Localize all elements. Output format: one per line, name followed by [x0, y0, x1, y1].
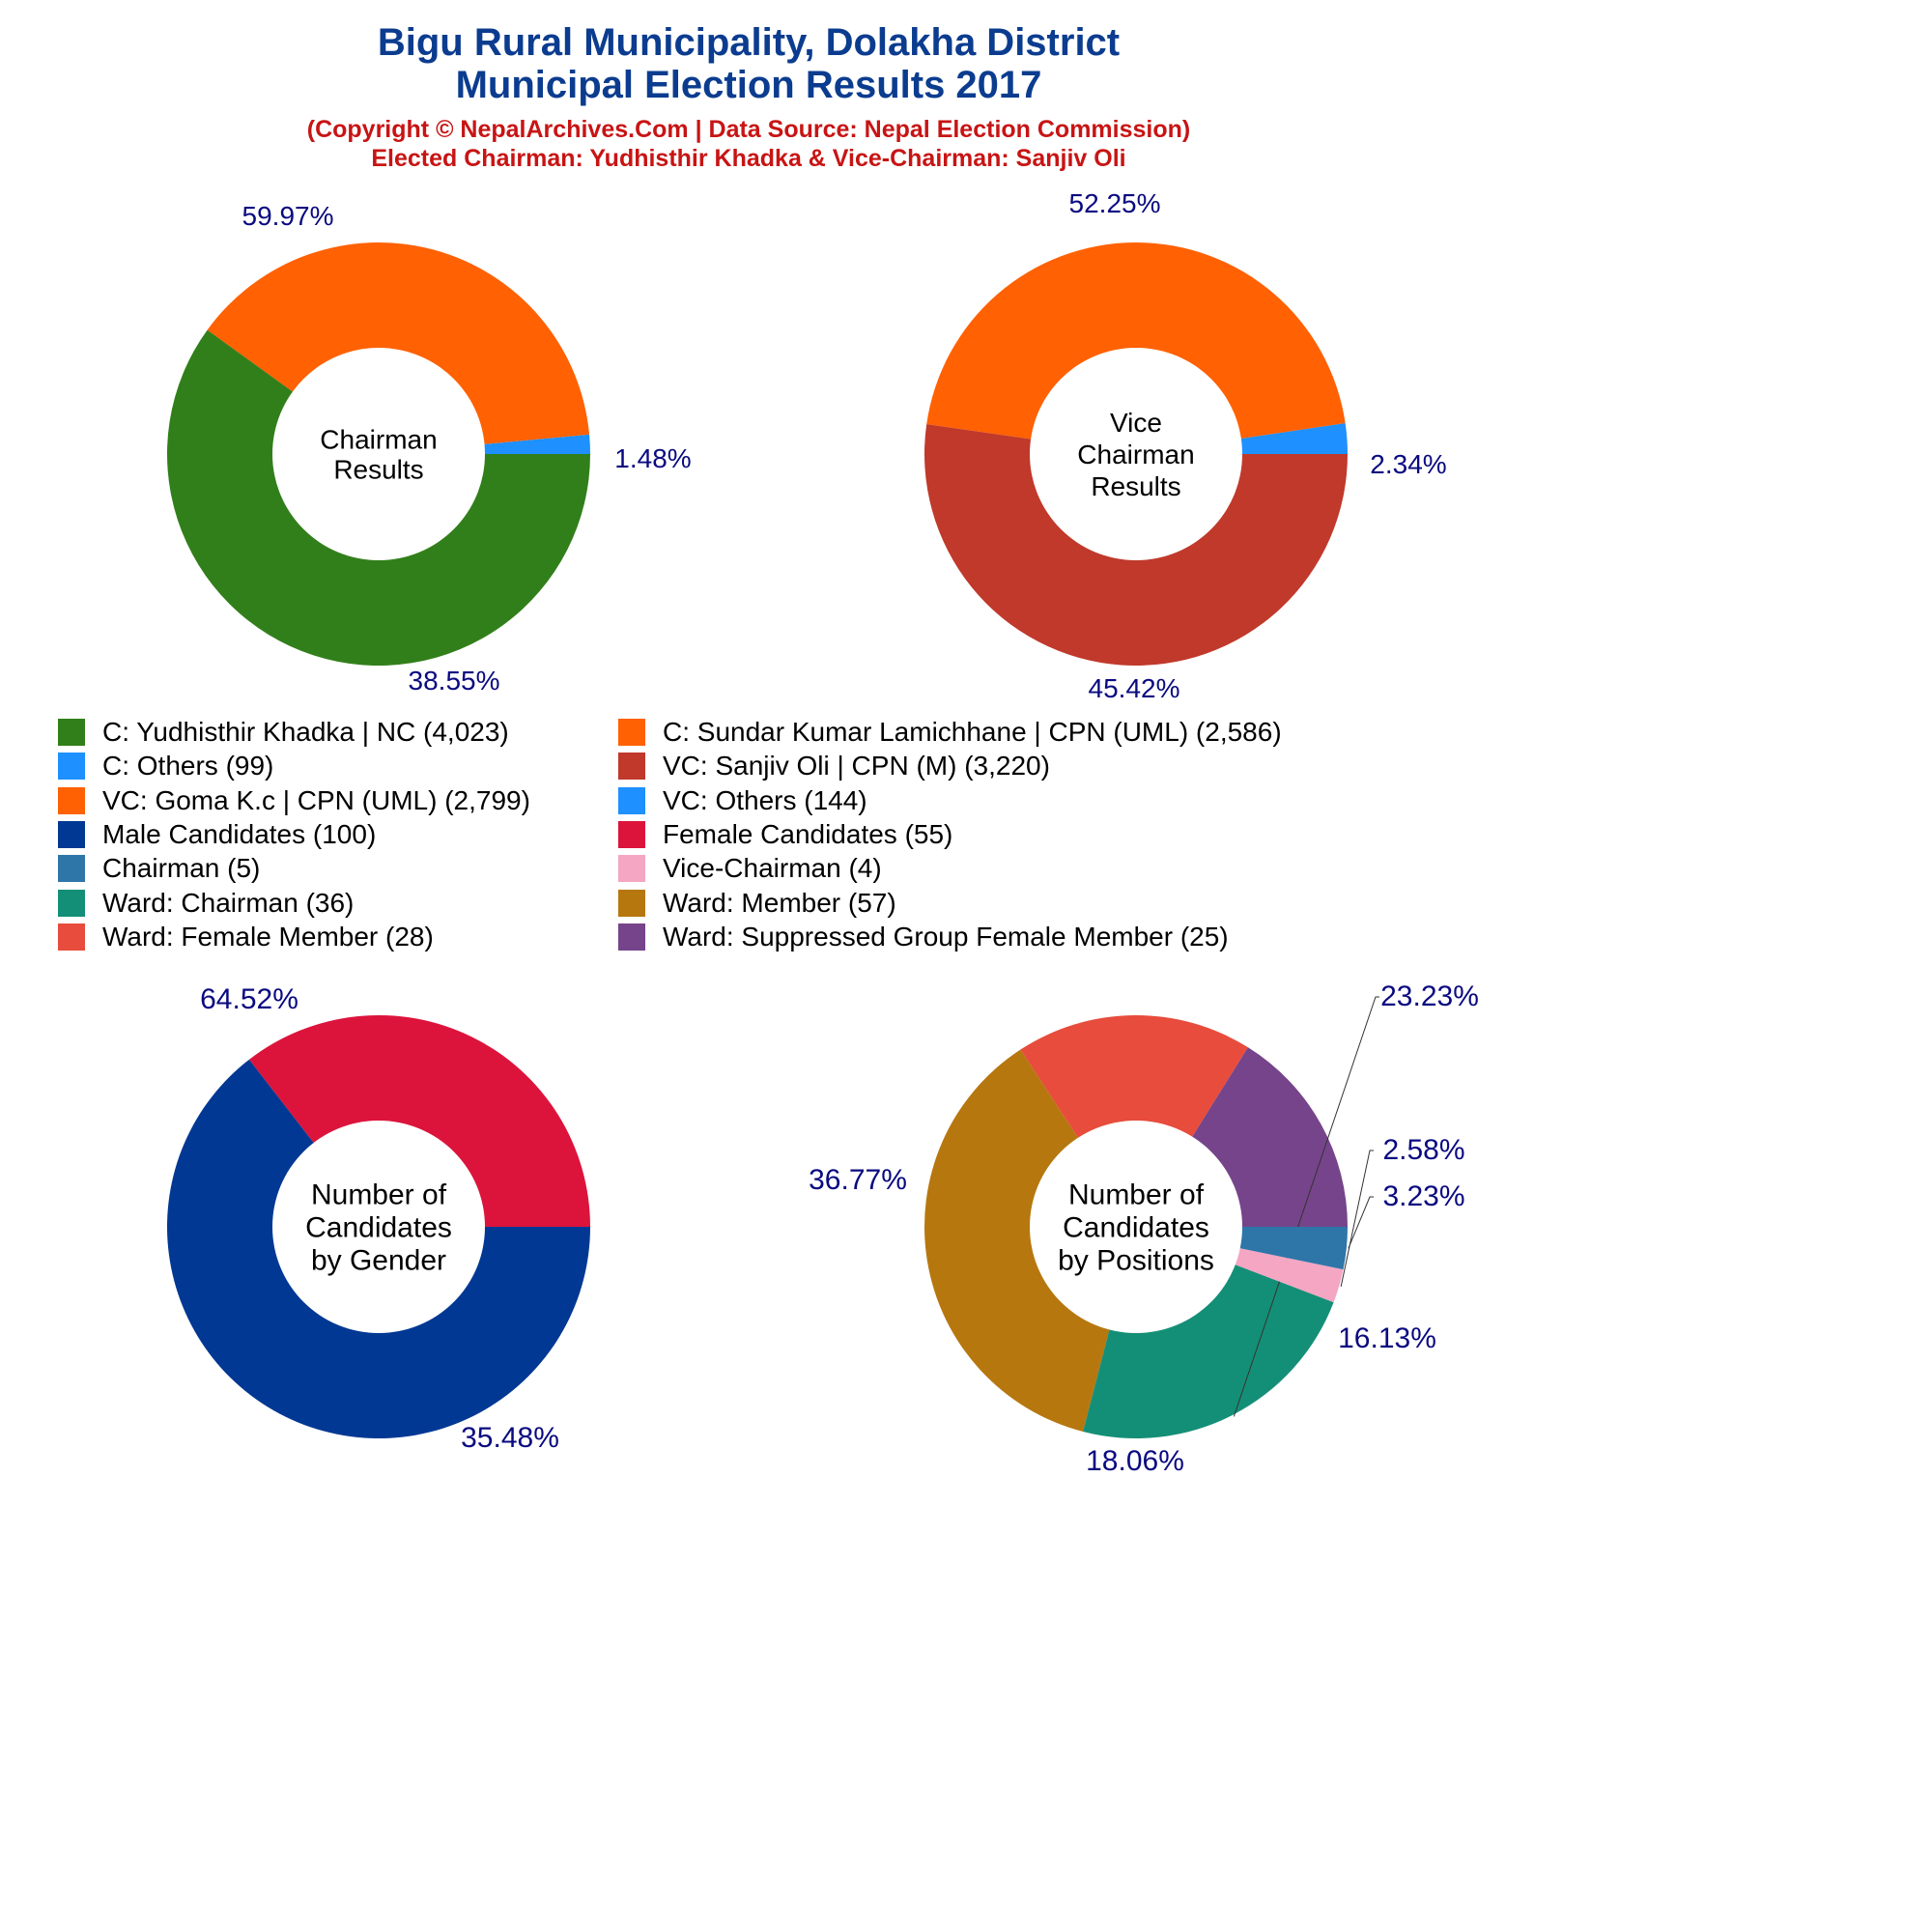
donut-hole	[272, 1121, 485, 1333]
percent-label: 38.55%	[409, 666, 500, 696]
percent-label: 1.48%	[614, 443, 691, 473]
legend-swatch	[618, 855, 645, 883]
donut-chart-4: 16.13% 18.06% 36.77% 23.23% 2.58% 3.23% Number…	[809, 980, 1479, 1477]
legend-item: VC: Sanjiv Oli | CPN (M) (3,220)	[618, 751, 1050, 781]
legend-label: C: Yudhisthir Khadka | NC (4,023)	[102, 717, 509, 747]
legend-swatch	[618, 923, 645, 951]
percent-label: 2.58%	[1382, 1134, 1464, 1166]
center-label: Results	[1091, 471, 1180, 501]
legend-item: Male Candidates (100)	[58, 818, 377, 849]
legend-item: C: Others (99)	[58, 751, 274, 781]
legend-label: Ward: Female Member (28)	[102, 921, 434, 952]
legend-swatch	[58, 855, 85, 883]
leader-line	[1340, 1150, 1374, 1287]
percent-label: 2.34%	[1370, 449, 1446, 479]
legend-label: Chairman (5)	[102, 853, 261, 884]
legend-swatch	[58, 889, 85, 917]
legend-label: VC: Others (144)	[663, 784, 867, 815]
legend-swatch	[618, 820, 645, 848]
leader-line	[1348, 1196, 1374, 1249]
legend-item: Ward: Member (57)	[618, 887, 896, 918]
legend-swatch	[58, 820, 85, 848]
percent-label: 59.97%	[242, 201, 334, 231]
legend-label: Ward: Chairman (36)	[102, 887, 355, 918]
legend-label: C: Others (99)	[102, 751, 274, 781]
donut-slice	[248, 1015, 590, 1227]
center-label: Number of	[311, 1179, 447, 1211]
percent-label: 35.48%	[461, 1422, 559, 1454]
legend-label: Male Candidates (100)	[102, 818, 377, 849]
percent-label: 23.23%	[1380, 980, 1479, 1012]
legend-item: C: Yudhisthir Khadka | NC (4,023)	[58, 717, 509, 747]
center-label: by Positions	[1058, 1245, 1214, 1277]
percent-label: 45.42%	[1089, 673, 1180, 703]
center-label: Results	[333, 454, 423, 484]
legend-item: Ward: Female Member (28)	[58, 921, 434, 952]
legend-swatch	[58, 923, 85, 951]
center-label: Chairman	[1077, 440, 1194, 469]
donut-slice	[207, 242, 590, 454]
legend-label: Female Candidates (55)	[663, 818, 953, 849]
center-label: by Gender	[311, 1245, 446, 1277]
legend-swatch	[58, 719, 85, 746]
legend-label: Vice-Chairman (4)	[663, 853, 882, 884]
legend-swatch	[618, 786, 645, 814]
legend-swatch	[618, 719, 645, 746]
percent-label: 52.25%	[1069, 188, 1161, 218]
legend-item: VC: Others (144)	[618, 784, 867, 815]
chart-subtitle-copyright: (Copyright © NepalArchives.Com | Data So…	[306, 116, 1191, 143]
center-label: Number of	[1068, 1179, 1205, 1211]
legend-swatch	[618, 889, 645, 917]
legend-item: C: Sundar Kumar Lamichhane | CPN (UML) (…	[618, 717, 1282, 747]
chart-subtitle-elected: Elected Chairman: Yudhisthir Khadka & Vi…	[371, 145, 1126, 172]
donut-hole	[272, 348, 485, 560]
percent-label: 16.13%	[1338, 1322, 1436, 1354]
legend-item: Ward: Chairman (36)	[58, 887, 355, 918]
legend-swatch	[618, 753, 645, 781]
legend-item: Ward: Suppressed Group Female Member (25…	[618, 921, 1229, 952]
legend-label: Ward: Suppressed Group Female Member (25…	[663, 921, 1229, 952]
legend-swatch	[58, 786, 85, 814]
chart-title-line2: Municipal Election Results 2017	[455, 64, 1042, 106]
center-label: Candidates	[1063, 1212, 1209, 1244]
legend-item: VC: Goma K.c | CPN (UML) (2,799)	[58, 784, 530, 815]
chart-title-line1: Bigu Rural Municipality, Dolakha Distric…	[377, 21, 1121, 64]
donut-hole	[1030, 1121, 1242, 1333]
legend-item: Chairman (5)	[58, 853, 261, 884]
center-label: Chairman	[320, 424, 437, 454]
center-label: Vice	[1110, 408, 1162, 438]
legend-label: VC: Sanjiv Oli | CPN (M) (3,220)	[663, 751, 1050, 781]
legend-item: Vice-Chairman (4)	[618, 853, 882, 884]
center-label: Candidates	[305, 1212, 452, 1244]
percent-label: 64.52%	[200, 983, 298, 1015]
legend-label: C: Sundar Kumar Lamichhane | CPN (UML) (…	[663, 717, 1282, 747]
donut-slice	[923, 1049, 1136, 1433]
donut-hole	[1030, 348, 1242, 560]
legend-swatch	[58, 753, 85, 781]
legend-item: Female Candidates (55)	[618, 818, 953, 849]
legend-label: Ward: Member (57)	[663, 887, 896, 918]
percent-label: 18.06%	[1086, 1445, 1184, 1477]
legend-label: VC: Goma K.c | CPN (UML) (2,799)	[102, 784, 530, 815]
percent-label: 36.77%	[809, 1164, 907, 1196]
percent-label: 3.23%	[1382, 1180, 1464, 1212]
